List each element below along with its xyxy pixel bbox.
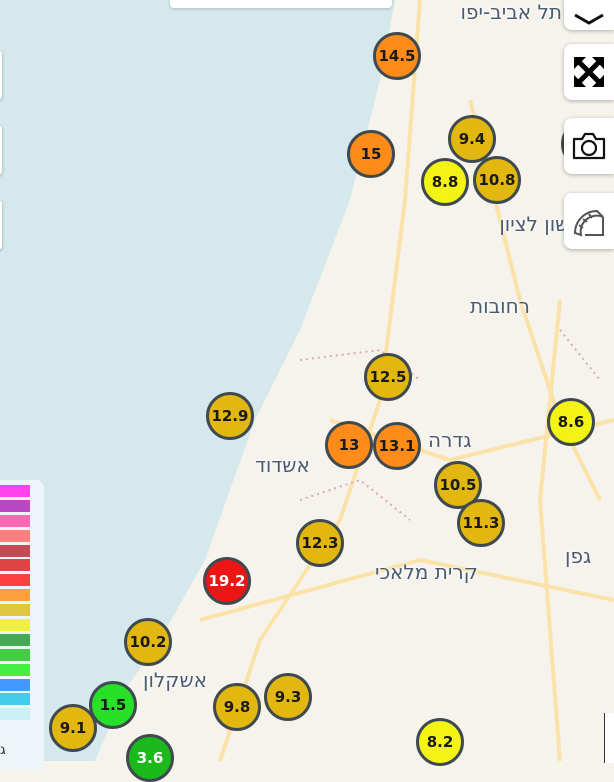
city-label: קרית מלאכי — [375, 560, 478, 584]
station-marker[interactable]: 9.4 — [448, 115, 496, 163]
station-marker[interactable]: 13 — [325, 421, 373, 469]
legend-swatch — [0, 619, 30, 632]
layers-button[interactable] — [564, 0, 614, 30]
zoom-in-button[interactable] — [0, 50, 2, 100]
legend-swatch — [0, 663, 30, 676]
station-marker[interactable]: 9.1 — [49, 704, 97, 752]
map-overlay-corner — [604, 713, 614, 763]
station-marker[interactable]: 9.8 — [213, 683, 261, 731]
map-base — [0, 0, 614, 761]
legend-swatch — [0, 559, 30, 572]
search-box[interactable] — [170, 0, 392, 8]
legend-swatch — [0, 604, 30, 617]
city-label: גדרה — [428, 428, 472, 452]
fullscreen-icon — [574, 57, 604, 87]
ruler-icon — [573, 209, 604, 237]
measure-button[interactable] — [564, 193, 614, 249]
station-marker[interactable]: 19.2 — [203, 557, 251, 605]
station-marker[interactable]: 8.6 — [547, 398, 595, 446]
station-marker[interactable]: 14.5 — [373, 32, 421, 80]
legend-label: ג — [0, 742, 6, 758]
screenshot-button[interactable] — [564, 118, 614, 174]
fullscreen-button[interactable] — [564, 44, 614, 100]
station-marker[interactable]: 12.3 — [296, 519, 344, 567]
layers-icon — [574, 13, 604, 25]
legend-swatch — [0, 529, 30, 542]
station-marker[interactable]: 15 — [347, 130, 395, 178]
station-marker[interactable]: 11.3 — [457, 499, 505, 547]
legend-swatch — [0, 574, 30, 587]
city-label: תל אביב-יפו — [460, 0, 562, 24]
city-label: אשדוד — [255, 453, 310, 477]
legend-swatch — [0, 544, 30, 557]
station-marker[interactable]: 12.5 — [364, 353, 412, 401]
legend-swatch — [0, 648, 30, 661]
station-marker[interactable]: 8.2 — [416, 718, 464, 766]
station-marker[interactable]: 13.1 — [373, 422, 421, 470]
station-marker[interactable]: 8.8 — [421, 158, 469, 206]
legend-swatch — [0, 678, 30, 691]
station-marker[interactable]: 12.9 — [206, 392, 254, 440]
locate-button[interactable] — [0, 200, 2, 250]
station-marker[interactable]: 3.6 — [126, 734, 174, 782]
city-label: רחובות — [470, 294, 530, 318]
legend-swatch — [0, 485, 30, 497]
legend-swatch — [0, 633, 30, 646]
legend-swatch — [0, 499, 30, 512]
station-marker[interactable]: 1.5 — [89, 681, 137, 729]
camera-icon — [572, 132, 606, 160]
legend: ג — [0, 480, 44, 770]
zoom-out-button[interactable] — [0, 125, 2, 175]
station-marker[interactable]: 9.3 — [264, 673, 312, 721]
legend-swatch — [0, 514, 30, 527]
city-label: גפן — [565, 544, 592, 568]
legend-swatch — [0, 708, 30, 721]
legend-swatch — [0, 589, 30, 602]
station-marker[interactable]: 10.8 — [473, 156, 521, 204]
station-marker[interactable]: 10.2 — [124, 618, 172, 666]
city-label: אשקלון — [143, 668, 207, 692]
legend-swatch — [0, 693, 30, 706]
